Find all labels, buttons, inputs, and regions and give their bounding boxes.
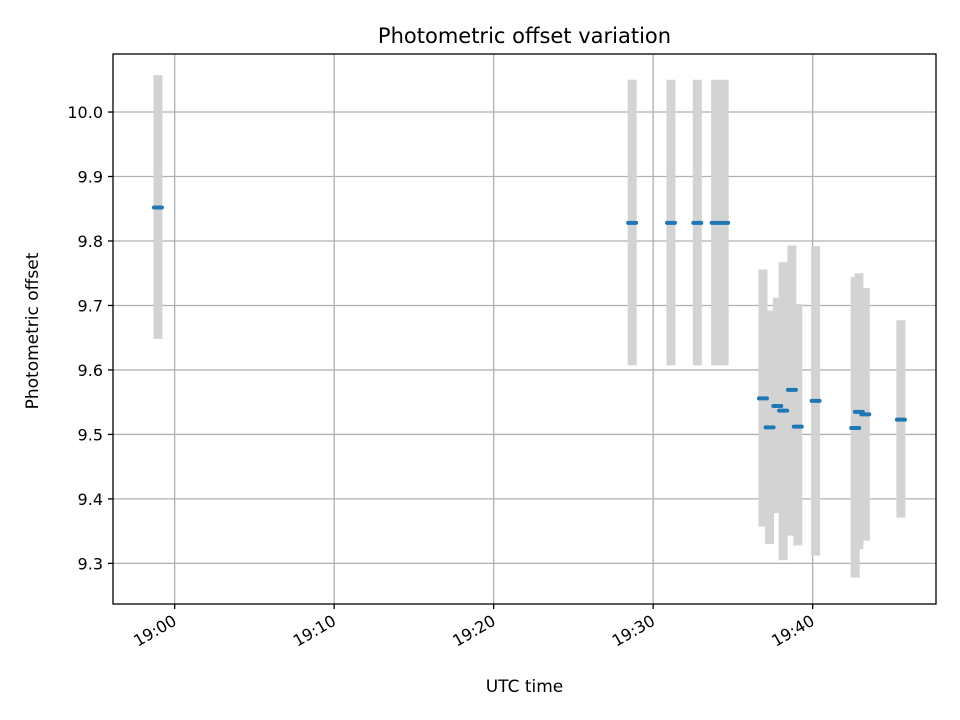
x-tick-label: 19:20 — [449, 611, 498, 651]
x-tick-label: 19:40 — [768, 611, 817, 651]
y-tick-label: 9.7 — [78, 296, 103, 315]
plot-frame — [112, 53, 937, 605]
axis-ticks: 19:00 19:10 19:20 19:30 19:40 9.3 9.4 9.5 9.6 9.7… — [67, 103, 817, 650]
y-axis-label: Photometric offset — [23, 252, 43, 409]
chart-title: Photometric offset variation — [378, 24, 671, 48]
x-axis-label: UTC time — [486, 677, 564, 697]
y-tick-label: 9.4 — [78, 490, 103, 509]
y-tick-label: 9.9 — [78, 168, 103, 187]
x-tick-label: 19:10 — [290, 611, 339, 651]
y-tick-label: 9.6 — [78, 361, 103, 380]
error-bars — [153, 75, 906, 578]
y-tick-label: 9.5 — [78, 425, 103, 444]
y-tick-label: 9.8 — [78, 232, 103, 251]
y-tick-label: 10.0 — [67, 103, 103, 122]
data-points — [151, 205, 907, 430]
y-tick-label: 9.3 — [78, 554, 103, 573]
x-tick-label: 19:30 — [609, 611, 658, 651]
x-tick-label: 19:00 — [130, 611, 179, 651]
